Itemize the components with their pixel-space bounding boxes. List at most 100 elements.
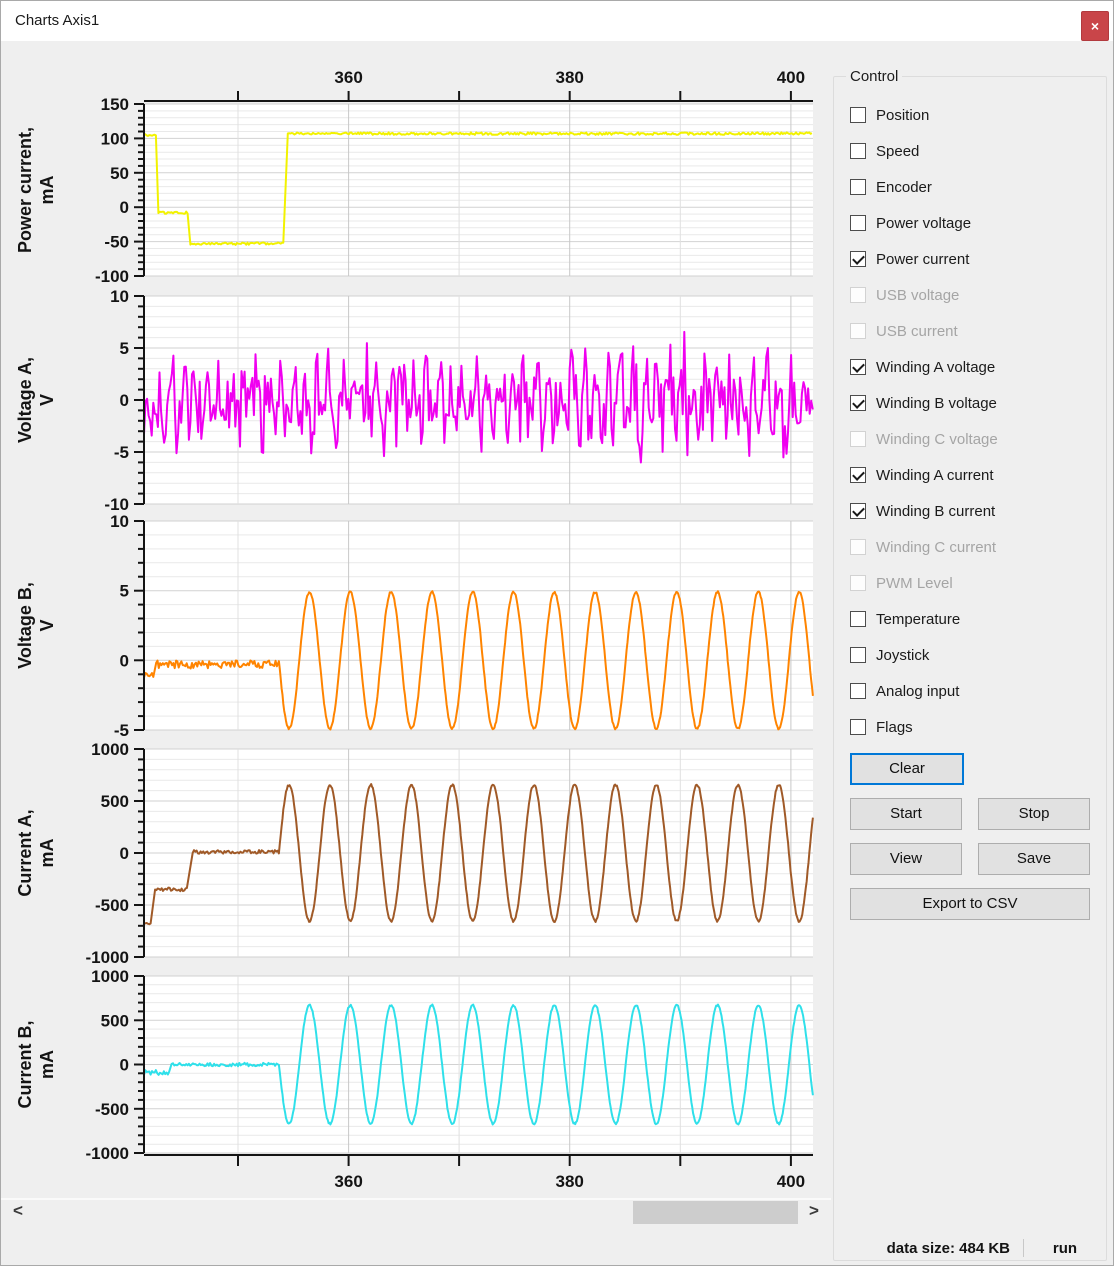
checkbox-box[interactable] — [850, 647, 866, 663]
checkbox-label: Analog input — [876, 682, 960, 700]
y-tick-label: 0 — [120, 651, 129, 670]
voltage-a-series — [143, 330, 814, 464]
checkbox-label: Power current — [876, 250, 970, 268]
power-current-plot: 150 100 50 0 -50 -100 Power current, mA — [15, 95, 813, 286]
checkbox-box[interactable] — [850, 179, 866, 195]
checkbox-label: Speed — [876, 142, 920, 160]
checkbox-label: USB voltage — [876, 286, 960, 304]
x-tick-label: 400 — [777, 68, 805, 87]
checkbox-box[interactable] — [850, 683, 866, 699]
y-axis-title: Current A, — [15, 809, 35, 896]
plot-background — [144, 521, 813, 730]
y-tick-label: 50 — [110, 164, 129, 183]
checkbox-power-voltage[interactable]: Power voltage — [850, 205, 1090, 241]
checkbox-box[interactable] — [850, 107, 866, 123]
horizontal-scrollbar: < > — [1, 1198, 831, 1224]
close-button[interactable]: × — [1081, 11, 1109, 41]
x-axis-top: 360 380 400 — [1, 61, 831, 103]
checkbox-winding-c-current: Winding C current — [850, 529, 1090, 565]
checkbox-list: Position Speed Encoder Power voltage Power c… — [850, 97, 1090, 745]
stop-button[interactable]: Stop — [978, 798, 1090, 830]
export-to-csv-button[interactable]: Export to CSV — [850, 888, 1090, 920]
checkbox-label: Joystick — [876, 646, 930, 664]
checkbox-box[interactable] — [850, 719, 866, 735]
clear-button[interactable]: Clear — [850, 753, 964, 785]
checkbox-box[interactable] — [850, 215, 866, 231]
title-bar: Charts Axis1 × — [1, 1, 1113, 41]
checkbox-label: Power voltage — [876, 214, 972, 232]
y-tick-label: -1000 — [86, 1144, 129, 1163]
y-tick-label: -5 — [114, 443, 129, 462]
checkbox-checked-icon[interactable] — [850, 251, 866, 267]
checkbox-temperature[interactable]: Temperature — [850, 601, 1090, 637]
y-axis-title: Power current, — [15, 127, 35, 253]
checkbox-checked-icon[interactable] — [850, 359, 866, 375]
view-button[interactable]: View — [850, 843, 962, 875]
checkbox-checked-icon[interactable] — [850, 467, 866, 483]
checkbox-box — [850, 287, 866, 303]
checkbox-label: Winding A voltage — [876, 358, 996, 376]
checkbox-box — [850, 539, 866, 555]
checkbox-checked-icon[interactable] — [850, 395, 866, 411]
status-bar: data size: 484 KB run — [887, 1237, 1093, 1259]
control-groupbox-content: Position Speed Encoder Power voltage Power c… — [834, 77, 1106, 920]
checkbox-analog-input[interactable]: Analog input — [850, 673, 1090, 709]
checkbox-box — [850, 575, 866, 591]
y-tick-label: 150 — [101, 95, 129, 114]
checkbox-winding-b-voltage[interactable]: Winding B voltage — [850, 385, 1090, 421]
checkbox-joystick[interactable]: Joystick — [850, 637, 1090, 673]
x-tick-label: 400 — [777, 1172, 805, 1191]
checkbox-speed[interactable]: Speed — [850, 133, 1090, 169]
x-axis-top-svg: 360 380 400 — [144, 68, 813, 102]
checkbox-label: Winding B voltage — [876, 394, 997, 412]
charts-area: 360 380 400 150 100 50 0 -50 -100 Power current,… — [1, 41, 831, 1265]
current-a-series — [143, 783, 814, 926]
checkbox-box[interactable] — [850, 611, 866, 627]
y-tick-label: 10 — [110, 512, 129, 531]
checkbox-usb-current: USB current — [850, 313, 1090, 349]
checkbox-label: PWM Level — [876, 574, 953, 592]
y-tick-label: 0 — [120, 844, 129, 863]
control-groupbox-title: Control — [846, 68, 903, 85]
chevron-left-icon: < — [13, 1201, 23, 1220]
y-tick-label: 0 — [120, 198, 129, 217]
checkbox-checked-icon[interactable] — [850, 503, 866, 519]
y-tick-label: 500 — [101, 792, 129, 811]
y-axis-title: Voltage B, — [15, 582, 35, 669]
checkbox-label: Encoder — [876, 178, 932, 196]
checkbox-box — [850, 431, 866, 447]
y-tick-label: 500 — [101, 1011, 129, 1030]
checkbox-label: USB current — [876, 322, 958, 340]
save-button[interactable]: Save — [978, 843, 1090, 875]
start-button[interactable]: Start — [850, 798, 962, 830]
close-icon: × — [1090, 18, 1100, 34]
window-title: Charts Axis1 — [15, 12, 100, 29]
checkbox-flags[interactable]: Flags — [850, 709, 1090, 745]
scrollbar-thumb[interactable] — [633, 1201, 798, 1224]
y-tick-label: 1000 — [91, 967, 129, 986]
checkbox-label: Flags — [876, 718, 913, 736]
checkbox-encoder[interactable]: Encoder — [850, 169, 1090, 205]
scroll-right-button[interactable]: > — [797, 1200, 831, 1224]
x-axis-bottom: 360 380 400 — [1, 1154, 831, 1194]
chart-power-current: 150 100 50 0 -50 -100 Power current, mA — [1, 95, 831, 286]
scrollbar-track[interactable] — [35, 1201, 798, 1224]
checkbox-winding-a-voltage[interactable]: Winding A voltage — [850, 349, 1090, 385]
checkbox-box — [850, 323, 866, 339]
x-axis-bottom-svg: 360 380 400 — [144, 1154, 813, 1191]
y-tick-label: -500 — [95, 1100, 129, 1119]
y-tick-label: 100 — [101, 129, 129, 148]
y-tick-label: 1000 — [91, 740, 129, 759]
checkbox-box[interactable] — [850, 143, 866, 159]
chart-current-a: 1000 500 0 -500 -1000 Current A, mA — [1, 740, 831, 967]
y-tick-label: 0 — [120, 1056, 129, 1075]
checkbox-winding-a-current[interactable]: Winding A current — [850, 457, 1090, 493]
checkbox-position[interactable]: Position — [850, 97, 1090, 133]
checkbox-winding-b-current[interactable]: Winding B current — [850, 493, 1090, 529]
y-tick-label: 10 — [110, 287, 129, 306]
voltage-b-plot: 10 5 0 -5 Voltage B, V — [15, 512, 814, 740]
chart-voltage-a: 10 5 0 -5 -10 Voltage A, V — [1, 287, 831, 514]
checkbox-power-current[interactable]: Power current — [850, 241, 1090, 277]
scroll-left-button[interactable]: < — [1, 1200, 35, 1224]
